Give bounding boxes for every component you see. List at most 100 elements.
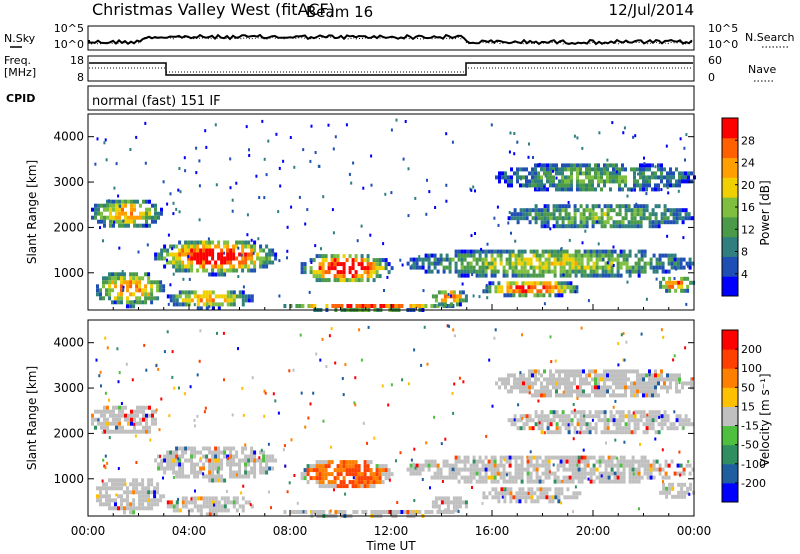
heatmap-cell [592, 249, 596, 254]
heatmap-cell [223, 260, 227, 265]
heatmap-cell [668, 280, 672, 285]
heatmap-cell [497, 281, 501, 286]
heatmap-cell [528, 377, 531, 382]
heatmap-cell [132, 292, 136, 297]
heatmap-cell [574, 261, 578, 266]
heatmap-cell [196, 302, 200, 307]
heatmap-cell [124, 429, 127, 434]
heatmap-cell [366, 480, 370, 485]
heatmap-cell [536, 293, 540, 298]
heatmap-cell [585, 381, 588, 386]
heatmap-cell [268, 256, 272, 261]
heatmap-cell [624, 389, 627, 394]
heatmap-cell [169, 500, 173, 505]
heatmap-cell [662, 276, 666, 281]
heatmap-cell [633, 167, 636, 172]
heatmap-cell [354, 480, 358, 485]
heatmap-cell [262, 260, 266, 265]
heatmap-cell [689, 280, 693, 285]
heatmap-cell [666, 208, 670, 213]
heatmap-cell [582, 208, 586, 213]
heatmap-cell [166, 202, 169, 206]
heatmap-cell [615, 430, 619, 435]
heatmap-cell [345, 464, 349, 469]
heatmap-cell [586, 261, 590, 266]
heatmap-cell [679, 265, 683, 270]
heatmap-cell [466, 253, 470, 258]
heatmap-cell [118, 207, 121, 212]
heatmap-cell [181, 446, 185, 451]
heatmap-cell [546, 163, 549, 168]
heatmap-cell [607, 475, 611, 480]
heatmap-cell [667, 475, 671, 480]
heatmap-cell [645, 385, 648, 390]
heatmap-cell [342, 460, 346, 465]
heatmap-cell [493, 471, 497, 476]
heatmap-cell [123, 280, 126, 285]
heatmap-cell [159, 287, 161, 291]
heatmap-cell [412, 509, 415, 513]
heatmap-cell [572, 510, 575, 514]
heatmap-cell [609, 414, 613, 419]
heatmap-cell [387, 262, 391, 267]
heatmap-cell [678, 216, 682, 221]
heatmap-cell [153, 296, 157, 301]
heatmap-cell [517, 257, 521, 262]
heatmap-cell [669, 373, 672, 378]
heatmap-cell [648, 422, 652, 427]
heatmap-cell [160, 462, 164, 467]
heatmap-cell [493, 257, 497, 262]
heatmap-cell [265, 173, 268, 177]
heatmap-cell [493, 216, 496, 220]
heatmap-cell [658, 471, 662, 476]
heatmap-cell [616, 467, 620, 472]
heatmap-cell [610, 261, 614, 266]
heatmap-cell [463, 265, 467, 270]
heatmap-cell [649, 261, 653, 266]
heatmap-cell [402, 157, 405, 161]
heatmap-cell [663, 175, 666, 180]
heatmap-cell [640, 249, 644, 254]
heatmap-cell [550, 269, 554, 274]
heatmap-cell [303, 266, 307, 271]
heatmap-cell [339, 270, 343, 275]
heatmap-cell [443, 500, 447, 505]
heatmap-cell [686, 276, 690, 281]
heatmap-cell [433, 475, 437, 480]
heatmap-cell [345, 484, 349, 489]
heatmap-cell [145, 207, 148, 212]
heatmap-cell [250, 458, 254, 463]
heatmap-cell [133, 215, 136, 220]
heatmap-cell [565, 269, 569, 274]
heatmap-cell [624, 167, 627, 172]
xtick-label: 08:00 [273, 524, 308, 538]
heatmap-cell [100, 409, 103, 414]
heatmap-cell [336, 278, 340, 283]
heatmap-cell [555, 369, 558, 374]
heatmap-cell [549, 418, 553, 423]
heatmap-cell [150, 482, 154, 487]
heatmap-cell [625, 463, 629, 468]
heatmap-cell [178, 302, 182, 307]
heatmap-cell [135, 288, 139, 293]
heatmap-cell [455, 298, 459, 303]
heatmap-cell [568, 463, 572, 468]
heatmap-cell [540, 385, 543, 390]
heatmap-cell [372, 258, 376, 263]
heatmap-cell [671, 284, 675, 289]
heatmap-cell [175, 244, 179, 249]
heatmap-cell [487, 249, 491, 254]
heatmap-cell [193, 248, 197, 253]
heatmap-cell [500, 487, 504, 492]
heatmap-cell [510, 373, 513, 378]
heatmap-cell [244, 474, 248, 479]
heatmap-cell [633, 426, 637, 431]
heatmap-cell [513, 132, 516, 135]
heatmap-cell [454, 463, 458, 468]
heatmap-cell [362, 421, 365, 425]
heatmap-cell [309, 159, 312, 163]
heatmap-cell [580, 475, 584, 480]
heatmap-cell [554, 359, 557, 363]
heatmap-cell [660, 171, 663, 176]
heatmap-cell [587, 299, 590, 303]
